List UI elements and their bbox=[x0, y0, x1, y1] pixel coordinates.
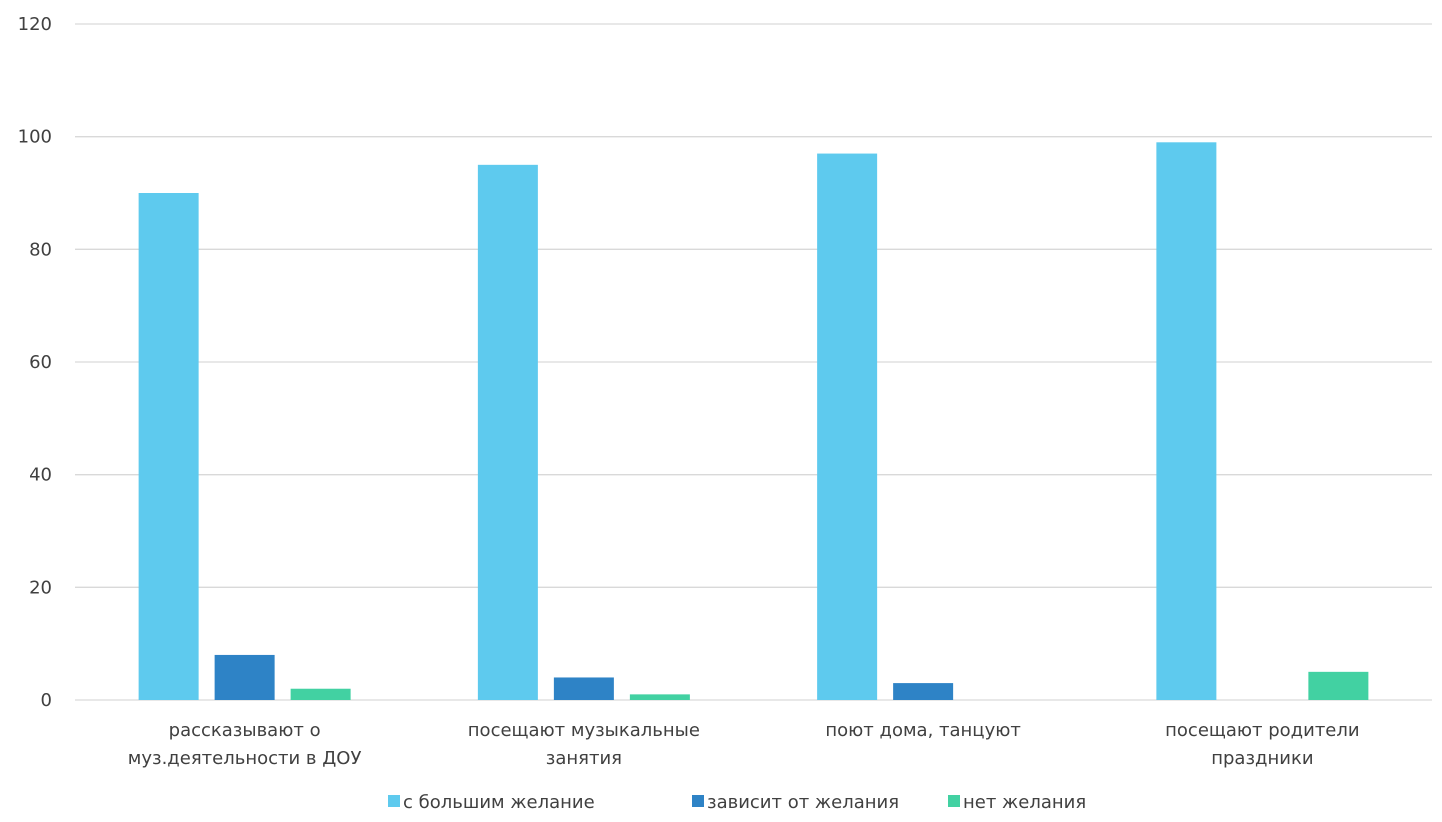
x-category-label: праздники bbox=[1211, 748, 1313, 769]
x-category-label: рассказывают о bbox=[169, 720, 321, 741]
y-tick-label: 0 bbox=[41, 690, 52, 711]
bars bbox=[138, 142, 1369, 701]
y-tick-label: 100 bbox=[18, 127, 52, 148]
legend-swatch bbox=[692, 795, 704, 807]
legend-label: зависит от желания bbox=[707, 792, 899, 813]
y-axis-ticks: 0 20 40 60 80 100 120 bbox=[18, 14, 52, 711]
legend: с большим желание зависит от желания нет ж… bbox=[388, 792, 1086, 813]
bar bbox=[477, 164, 538, 701]
legend-label: с большим желание bbox=[403, 792, 595, 813]
bar bbox=[214, 654, 275, 700]
x-category-label: поют дома, танцуют bbox=[825, 720, 1020, 741]
bar bbox=[1308, 671, 1369, 700]
gridlines bbox=[75, 23, 1432, 701]
x-category-label: посещают родители bbox=[1165, 720, 1359, 741]
bar bbox=[138, 193, 199, 700]
y-tick-label: 20 bbox=[29, 577, 52, 598]
bar bbox=[290, 688, 351, 700]
y-tick-label: 60 bbox=[29, 352, 52, 373]
bar bbox=[1156, 142, 1217, 701]
x-category-label: посещают музыкальные bbox=[468, 720, 700, 741]
legend-swatch bbox=[948, 795, 960, 807]
y-tick-label: 120 bbox=[18, 14, 52, 35]
y-tick-label: 40 bbox=[29, 465, 52, 486]
x-category-label: муз.деятельности в ДОУ bbox=[128, 748, 362, 769]
x-category-label: занятия bbox=[546, 748, 622, 769]
category-labels: рассказывают о муз.деятельности в ДОУ посе… bbox=[128, 720, 1360, 769]
y-tick-label: 80 bbox=[29, 239, 52, 260]
legend-swatch bbox=[388, 795, 400, 807]
bar bbox=[629, 694, 690, 700]
legend-label: нет желания bbox=[963, 792, 1086, 813]
bar bbox=[817, 153, 878, 701]
bar bbox=[553, 677, 614, 700]
bar bbox=[893, 683, 954, 700]
